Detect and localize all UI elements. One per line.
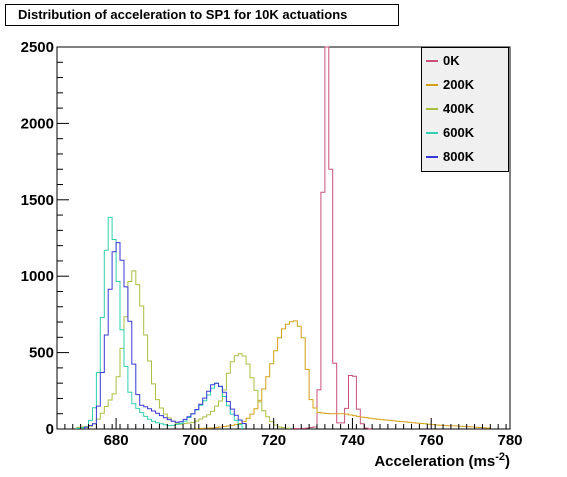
legend-entry-400K: 400K bbox=[422, 97, 508, 121]
y-tick-label: 2000 bbox=[21, 115, 54, 132]
legend-entry-200K: 200K bbox=[422, 73, 508, 97]
legend-label: 400K bbox=[443, 101, 475, 116]
legend-swatch bbox=[426, 132, 438, 134]
x-tick-label: 760 bbox=[419, 432, 444, 449]
legend-label: 0K bbox=[443, 53, 460, 68]
chart-title: Distribution of acceleration to SP1 for … bbox=[5, 4, 399, 26]
y-tick-label: 1000 bbox=[21, 268, 54, 285]
x-tick-label: 720 bbox=[261, 432, 286, 449]
y-tick-label: 0 bbox=[46, 421, 54, 438]
y-tick-label: 2500 bbox=[21, 39, 54, 56]
legend-entry-0K: 0K bbox=[422, 49, 508, 73]
x-tick-label: 740 bbox=[340, 432, 365, 449]
y-tick-label: 1500 bbox=[21, 192, 54, 209]
x-tick-label: 680 bbox=[104, 432, 129, 449]
series-800K-line bbox=[84, 242, 247, 429]
legend-swatch bbox=[426, 60, 438, 62]
legend-swatch bbox=[426, 156, 438, 158]
legend-swatch bbox=[426, 84, 438, 86]
legend-entry-600K: 600K bbox=[422, 121, 508, 145]
axis-layer: 680 700 720 740 760 780 0 500 1000 1500 2000 2500 bbox=[21, 39, 523, 449]
legend-label: 800K bbox=[443, 149, 475, 164]
legend-label: 600K bbox=[443, 125, 475, 140]
legend-entry-800K: 800K bbox=[422, 145, 508, 169]
x-axis-title: Acceleration (ms-2) bbox=[374, 451, 510, 470]
x-tick-label: 700 bbox=[182, 432, 207, 449]
legend: 0K 200K 400K 600K 800K bbox=[421, 47, 509, 172]
y-tick-label: 500 bbox=[29, 345, 54, 362]
legend-swatch bbox=[426, 108, 438, 110]
x-tick-label: 780 bbox=[497, 432, 522, 449]
legend-label: 200K bbox=[443, 77, 475, 92]
